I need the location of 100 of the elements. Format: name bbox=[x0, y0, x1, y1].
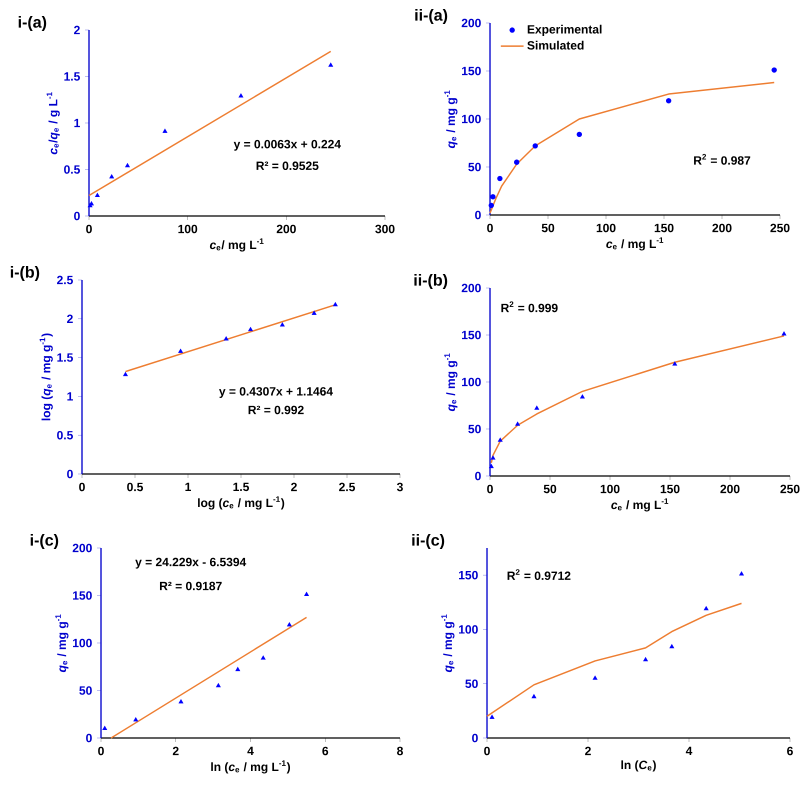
chart-title: i-(c) bbox=[30, 534, 58, 549]
annotation: R$^{2}$ = 0.9712 bbox=[508, 569, 570, 580]
point bbox=[178, 699, 184, 704]
x-tick-label: 4 bbox=[247, 746, 254, 755]
x-tick-label: 1.5 bbox=[233, 482, 250, 492]
x-tick-label: 6 bbox=[322, 746, 328, 756]
x-tick-label: 150 bbox=[654, 224, 674, 232]
y-tick-label: 1.5 bbox=[57, 353, 73, 362]
legend-label: Simulated bbox=[527, 40, 584, 50]
annotation: y = 0.4307x + 1.1464 bbox=[219, 387, 333, 398]
annotation: R² = 0.992 bbox=[248, 406, 304, 414]
chart-title: ii-(b) bbox=[414, 274, 448, 289]
y-tick-label: 100 bbox=[459, 625, 478, 634]
x-tick-label: 200 bbox=[276, 224, 296, 234]
x-tick-label: 100 bbox=[600, 484, 620, 494]
point bbox=[332, 302, 338, 306]
y-tick-label: 50 bbox=[468, 424, 481, 434]
point bbox=[534, 406, 540, 410]
annotation: y = 24.229x - 6.5394 bbox=[135, 558, 246, 569]
x-tick-label: 0 bbox=[487, 224, 493, 232]
point bbox=[224, 336, 229, 340]
x-tick-label: 2 bbox=[172, 746, 179, 756]
y-tick-label: 0.5 bbox=[57, 430, 73, 440]
y-tick-label: 0 bbox=[475, 472, 481, 480]
point bbox=[260, 656, 266, 660]
point bbox=[580, 394, 585, 399]
x-axis-title: c$_{e}$/ mg L$^{-1}$ bbox=[210, 238, 264, 252]
y-axis-title: q$_{e}$ / mg g$^{-1}$ bbox=[441, 614, 454, 672]
x-tick-label: 250 bbox=[780, 484, 800, 494]
x-tick-label: 200 bbox=[712, 224, 732, 232]
annotation: y = 0.0063x + 0.224 bbox=[234, 140, 341, 151]
x-tick-label: 1 bbox=[185, 482, 191, 491]
point bbox=[515, 422, 520, 426]
point bbox=[672, 361, 678, 366]
y-tick-label: 150 bbox=[462, 330, 481, 340]
chart-title: i-(b) bbox=[10, 266, 40, 281]
point bbox=[287, 622, 292, 626]
y-tick-label: 50 bbox=[465, 679, 478, 688]
y-axis-title: q$_{e}$ / mg g$^{-1}$ bbox=[444, 353, 458, 412]
annotation: R$^{2}$ = 0.987 bbox=[694, 154, 750, 165]
x-tick-label: 300 bbox=[375, 224, 395, 234]
x-tick-label: 2.5 bbox=[339, 482, 356, 492]
chart-title: i-(a) bbox=[18, 16, 46, 31]
y-tick-label: 2.5 bbox=[57, 276, 73, 284]
x-tick-label: 100 bbox=[178, 224, 198, 234]
y-axis-title: q$_{e}$ / mg g$^{-1}$ bbox=[444, 90, 458, 148]
x-axis-title: log (c$_{e}$ / mg L$^{-1}$) bbox=[198, 496, 284, 510]
y-tick-label: 200 bbox=[72, 544, 92, 552]
legend-label: Experimental bbox=[528, 24, 602, 36]
x-tick-label: 50 bbox=[544, 484, 556, 494]
point bbox=[576, 132, 582, 138]
point bbox=[162, 128, 168, 133]
x-tick-label: 250 bbox=[770, 224, 790, 232]
point bbox=[488, 464, 494, 468]
x-tick-label: 0.5 bbox=[127, 482, 144, 492]
point bbox=[216, 683, 221, 688]
x-tick-label: 50 bbox=[542, 224, 554, 232]
y-tick-label: 50 bbox=[79, 686, 92, 695]
point bbox=[669, 644, 674, 648]
point bbox=[666, 98, 672, 104]
x-axis-title: c$_{e}$ / mg L$^{-1}$ bbox=[606, 237, 664, 251]
point bbox=[497, 176, 503, 182]
y-tick-label: 0.5 bbox=[64, 165, 80, 174]
x-tick-label: 3 bbox=[396, 482, 403, 492]
point bbox=[514, 160, 520, 165]
point bbox=[592, 676, 598, 680]
y-tick-label: 2 bbox=[74, 26, 80, 34]
point bbox=[133, 717, 138, 722]
y-tick-label: 2 bbox=[67, 314, 73, 323]
point bbox=[490, 194, 496, 200]
point bbox=[304, 592, 309, 596]
point bbox=[280, 322, 285, 326]
y-tick-label: 200 bbox=[462, 284, 481, 292]
y-tick-label: 1 bbox=[67, 392, 73, 401]
point bbox=[248, 326, 253, 332]
x-tick-label: 100 bbox=[596, 224, 616, 232]
point bbox=[125, 163, 130, 168]
y-tick-label: 1 bbox=[74, 118, 80, 128]
y-tick-label: 0 bbox=[472, 734, 478, 742]
x-axis-title: ln (C$_{e}$) bbox=[621, 760, 656, 772]
y-tick-label: 0 bbox=[67, 470, 73, 478]
point bbox=[95, 192, 100, 198]
chart-title: ii-(c) bbox=[412, 534, 444, 549]
x-tick-label: 8 bbox=[397, 746, 403, 756]
y-tick-label: 150 bbox=[462, 66, 481, 76]
y-tick-label: 100 bbox=[462, 378, 481, 386]
y-tick-label: 100 bbox=[462, 114, 481, 124]
point bbox=[102, 726, 108, 730]
x-axis-title: ln (c$_{e}$ / mg L$^{-1}$) bbox=[211, 760, 290, 774]
y-tick-label: 100 bbox=[73, 638, 92, 648]
annotation: R$^{2}$ = 0.999 bbox=[501, 301, 558, 312]
x-tick-label: 6 bbox=[787, 746, 793, 756]
y-tick-label: 50 bbox=[468, 162, 481, 172]
x-tick-label: 2 bbox=[585, 746, 591, 756]
y-tick-label: 200 bbox=[462, 18, 481, 28]
point bbox=[328, 62, 334, 67]
point bbox=[739, 571, 744, 576]
annotation: R² = 0.9525 bbox=[256, 162, 318, 170]
x-tick-label: 4 bbox=[686, 746, 692, 755]
line-series bbox=[486, 602, 742, 718]
